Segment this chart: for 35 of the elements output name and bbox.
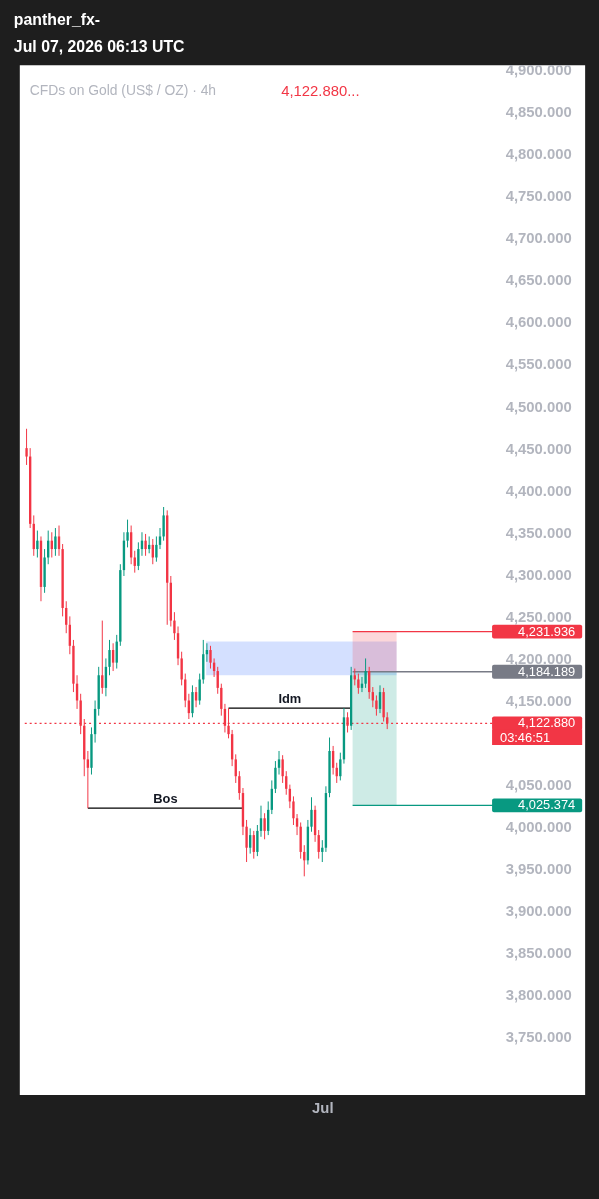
y-tick-label: 4,450.000 <box>505 440 572 457</box>
y-tick-label: 4,900.000 <box>505 62 572 79</box>
y-tick-label: 4,400.000 <box>505 482 572 499</box>
y-tick-label: 3,850.000 <box>505 945 572 962</box>
ref-line-label: 4,025.374 <box>518 797 576 813</box>
text: panther_fx- <box>13 11 101 29</box>
y-tick-label: 4,850.000 <box>505 104 572 121</box>
y-tick-label: 4,300.000 <box>505 566 572 583</box>
y-tick-label: 4,250.000 <box>505 608 572 625</box>
y-tick-label: 4,700.000 <box>505 230 572 247</box>
y-tick-label: 3,950.000 <box>505 861 572 878</box>
y-tick-label: 4,800.000 <box>505 146 572 163</box>
y-tick-label: 4,600.000 <box>505 314 572 331</box>
text: Jul 07, 2026 06:13 UTC <box>13 37 185 55</box>
x-tick-label: Jul <box>312 1100 334 1117</box>
y-tick-label: 4,550.000 <box>505 356 572 373</box>
y-tick-label: 3,750.000 <box>505 1029 572 1046</box>
y-tick-label: 4,750.000 <box>505 188 572 205</box>
y-tick-label: 4,050.000 <box>505 777 572 794</box>
y-tick-label: 4,650.000 <box>505 272 572 289</box>
y-tick-label: 4,150.000 <box>505 692 572 709</box>
y-tick-label: 4,500.000 <box>505 398 572 415</box>
text: CFDs on Gold (US$ / OZ) · 4h <box>29 82 217 99</box>
ref-line-label: 4,231.936 <box>518 623 576 639</box>
annotation: 4,122.880... <box>281 83 360 100</box>
ref-line-label: 4,122.880 <box>518 715 576 731</box>
ref-line-label: Bos <box>153 791 178 807</box>
ref-line-label: Idm <box>278 691 302 707</box>
y-tick-label: 3,800.000 <box>505 987 572 1004</box>
candlestick <box>357 673 360 695</box>
annotation: 03:46:51 <box>499 730 551 746</box>
y-tick-label: 4,000.000 <box>505 819 572 836</box>
y-tick-label: 4,350.000 <box>505 524 572 541</box>
candlestick <box>25 428 28 466</box>
y-tick-label: 3,900.000 <box>505 903 572 920</box>
